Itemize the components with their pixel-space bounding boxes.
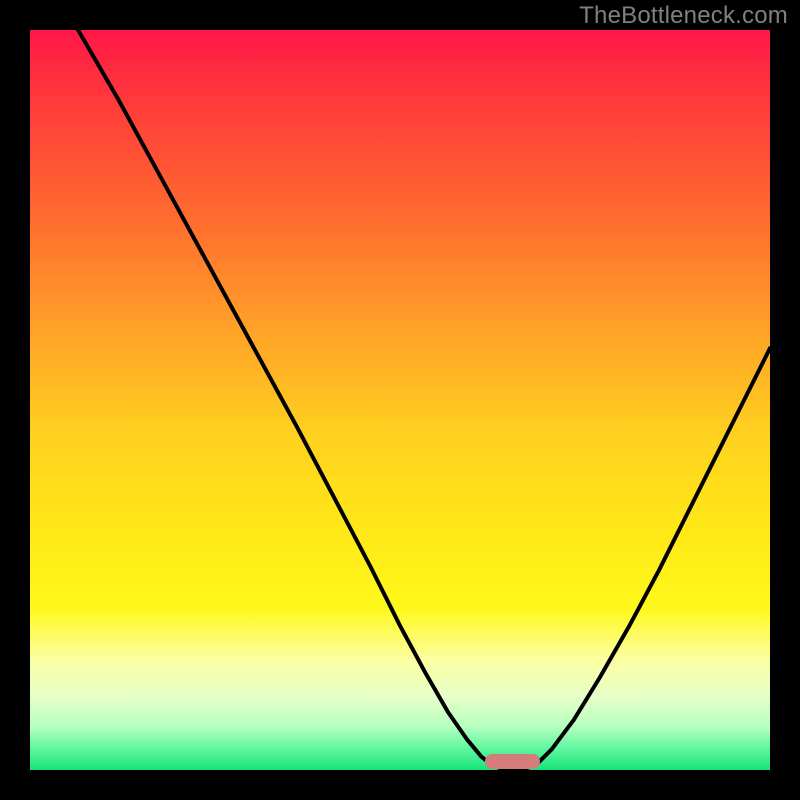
- plot-area: [30, 30, 770, 770]
- bottleneck-curve: [78, 30, 770, 769]
- watermark-text: TheBottleneck.com: [579, 2, 788, 30]
- curve-svg: [30, 30, 770, 770]
- chart-frame: TheBottleneck.com: [0, 0, 800, 800]
- optimal-marker: [485, 754, 541, 769]
